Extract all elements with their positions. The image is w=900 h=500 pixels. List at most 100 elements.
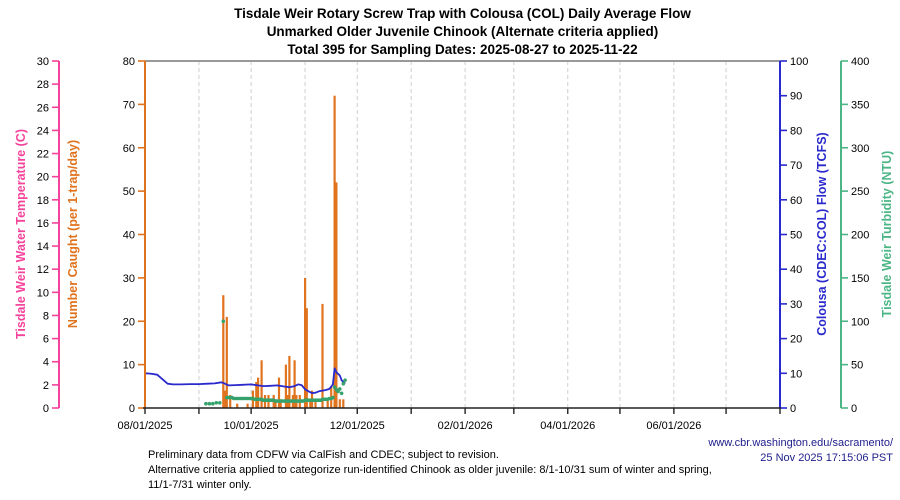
y-tick-label-flow: 80 [790,125,802,137]
x-tick-label: 06/01/2026 [646,420,701,432]
turbidity-dot [204,401,208,406]
turbidity-dot [339,391,344,396]
x-tick-label: 04/01/2026 [540,420,595,432]
catch-bar [279,399,282,408]
chart-title-line1: Tisdale Weir Rotary Screw Trap with Colo… [234,6,691,21]
footer-note-line1: Preliminary data from CDFW via CalFish a… [148,449,499,461]
y-tick-label-turbidity: 350 [851,99,869,111]
turbidity-dot [218,401,222,405]
y-tick-label-flow: 90 [790,91,802,103]
turbidity-dot [341,381,346,386]
turbidity-dot [221,319,226,324]
y-tick-label-temperature: 24 [37,125,49,137]
turbidity-dot [332,385,337,390]
y-tick-label-turbidity: 50 [851,360,863,372]
chart-title-line3: Total 395 for Sampling Dates: 2025-08-27… [287,42,638,57]
y-tick-label-flow: 40 [790,264,802,276]
flow-line [144,367,346,394]
x-tick-label: 10/01/2025 [224,420,279,432]
y-tick-label-catch: 50 [123,186,135,198]
y-tick-label-temperature: 16 [37,218,49,230]
y-tick-label-temperature: 6 [43,334,49,346]
catch-bar [309,399,312,408]
catch-bar [225,316,228,408]
render-timestamp: 25 Nov 2025 17:15:06 PST [760,452,893,464]
catch-bar [333,95,336,408]
catch-bar [223,390,227,408]
y-tick-label-temperature: 4 [43,357,49,369]
footer-credit: www.cbr.washington.edu/sacramento/ 25 No… [708,436,893,466]
catch-bar [222,295,225,408]
turbidity-dot [207,401,212,406]
y-tick-label-turbidity: 300 [851,143,869,155]
catch-bar [255,382,258,408]
y-tick-label-temperature: 14 [37,241,49,253]
y-tick-label-temperature: 2 [43,380,49,392]
catch-bar [338,399,341,408]
y-tick-label-turbidity: 250 [851,186,869,198]
x-tick-label: 08/01/2025 [117,420,172,432]
y-axis-title-catch: Number Caught (per 1-trap/day) [66,139,80,329]
catch-bar [236,403,239,408]
site-url-link[interactable]: www.cbr.washington.edu/sacramento/ [708,437,893,449]
y-tick-label-catch: 10 [123,360,135,372]
y-tick-label-turbidity: 200 [851,230,869,242]
y-tick-label-flow: 0 [790,403,796,415]
footer-notes: Preliminary data from CDFW via CalFish a… [148,448,712,493]
y-tick-label-flow: 100 [790,56,808,68]
y-axis-title-turbidity: Tisdale Weir Turbidity (NTU) [880,150,894,318]
catch-bar [293,360,296,408]
title-block: Tisdale Weir Rotary Screw Trap with Colo… [25,5,900,59]
y-tick-label-turbidity: 100 [851,316,869,328]
catch-bar [257,377,260,408]
y-tick-label-flow: 20 [790,334,802,346]
y-tick-label-temperature: 10 [37,287,49,299]
catch-bar [305,308,308,408]
y-tick-label-catch: 70 [123,99,135,111]
y-tick-label-temperature: 8 [43,310,49,322]
catch-bar [229,395,232,408]
footer-note-line3: 11/1-7/31 winter only. [148,479,252,491]
catch-bar [314,399,317,408]
catch-bar [304,277,307,408]
y-tick-label-flow: 30 [790,299,802,311]
catch-bar [274,399,277,408]
chart-title-line2: Unmarked Older Juvenile Chinook (Alterna… [266,24,659,39]
turbidity-dot [336,389,340,394]
y-tick-label-temperature: 18 [37,195,49,207]
turbidity-dot [343,378,347,383]
y-tick-label-temperature: 28 [37,79,49,91]
catch-bar [246,403,249,408]
y-tick-label-temperature: 0 [43,403,49,415]
catch-bar [321,303,324,408]
x-tick-label: 12/01/2025 [330,420,385,432]
y-tick-label-temperature: 12 [37,264,49,276]
y-tick-label-temperature: 22 [37,149,49,161]
y-tick-label-temperature: 30 [37,56,49,68]
catch-bar [342,399,345,408]
y-tick-label-catch: 0 [129,403,135,415]
turbidity-dot [338,387,342,391]
y-tick-label-flow: 10 [790,368,802,380]
catch-bar [277,377,281,408]
y-tick-label-turbidity: 400 [851,56,869,68]
footer-note-line2: Alternative criteria applied to categori… [148,464,712,476]
y-axis-title-flow: Colousa (CDEC:COL) Flow (TCFS) [815,132,829,336]
y-tick-label-temperature: 26 [37,102,49,114]
y-tick-label-flow: 70 [790,160,802,172]
y-tick-label-turbidity: 0 [851,403,857,415]
y-axis-title-temperature: Tisdale Weir Water Temperature (C) [14,128,28,340]
y-tick-label-catch: 80 [123,56,135,68]
x-tick-label: 02/01/2026 [438,420,493,432]
y-tick-label-catch: 40 [123,230,135,242]
turbidity-dot [211,401,215,406]
y-tick-label-catch: 60 [123,143,135,155]
catch-bar [326,399,329,408]
catch-bar [288,355,291,408]
y-tick-label-flow: 50 [790,230,802,242]
catch-bar [260,360,263,408]
y-tick-label-catch: 30 [123,273,135,285]
y-tick-label-catch: 20 [123,316,135,328]
